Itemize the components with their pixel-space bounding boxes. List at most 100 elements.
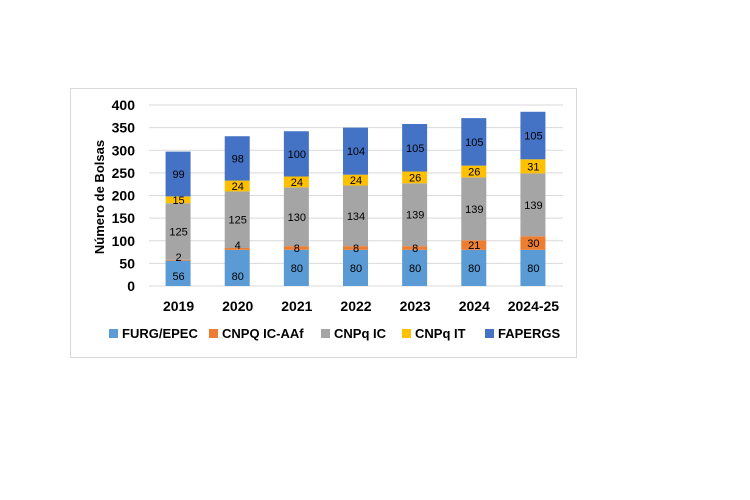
bar-segment (461, 165, 487, 178)
bar-segment (283, 249, 309, 286)
bar-segment (461, 118, 487, 166)
data-label: 21 (468, 240, 480, 252)
data-label: 80 (350, 263, 362, 275)
data-label: 80 (409, 263, 421, 275)
x-tick-label: 2020 (222, 298, 253, 314)
data-label: 24 (350, 175, 362, 187)
y-tick-label: 0 (127, 278, 135, 294)
bar-segment (520, 249, 546, 286)
bar-segment (520, 236, 546, 250)
stacked-bar-chart: 5621251599804125249880813024100808134241… (92, 97, 563, 341)
y-tick-label: 300 (112, 142, 136, 158)
data-label: 105 (406, 143, 424, 155)
legend-label: CNPq IT (415, 326, 466, 341)
bar-segment (520, 159, 546, 174)
bar-segment (165, 259, 191, 261)
bar-segment (343, 127, 368, 175)
data-label: 139 (406, 210, 424, 222)
chart-frame: 56 2 125 15 99 80 4 125 24 98 80 8 130 24 100 80 8 134 24 1… (70, 88, 577, 358)
data-label: 98 (232, 153, 244, 165)
legend-swatch (209, 329, 218, 338)
legend-item: CNPQ IC-AAf (209, 326, 304, 341)
data-label: 31 (527, 161, 539, 173)
y-tick-label: 350 (112, 120, 136, 136)
y-axis-title: Número de Bolsas (92, 140, 107, 254)
x-tick-label: 2022 (340, 298, 371, 314)
bar-segment (343, 246, 368, 250)
data-label: 80 (232, 271, 244, 283)
x-tick-label: 2024 (459, 298, 490, 314)
y-axis: 0 50 100 150 200 250 300 350 400 (112, 97, 136, 294)
bar-segment (283, 246, 309, 250)
bar-segment (224, 247, 250, 250)
bar-segment (343, 185, 368, 247)
bar-segment (165, 203, 191, 260)
bar-segment (461, 177, 487, 241)
data-label: 105 (465, 137, 483, 149)
legend-item: FURG/EPEC (109, 326, 198, 341)
x-tick-label: 2019 (163, 298, 194, 314)
data-label: 8 (412, 243, 418, 255)
y-tick-label: 100 (112, 233, 136, 249)
legend-item: CNPq IT (402, 326, 466, 341)
data-label: 139 (465, 204, 483, 216)
data-label: 125 (229, 215, 247, 227)
bar-segment (520, 111, 546, 160)
data-label: 125 (169, 226, 187, 238)
data-label: 105 (524, 131, 542, 143)
bar-segment (402, 183, 428, 247)
data-label: 130 (288, 212, 306, 224)
data-label: 4 (235, 240, 241, 252)
y-tick-label: 400 (112, 97, 136, 113)
data-label: 24 (291, 177, 303, 189)
bar-segment (224, 136, 250, 181)
bar-segment (402, 246, 428, 250)
data-label: 8 (294, 243, 300, 255)
bar-segment (343, 174, 368, 186)
legend-label: FAPERGS (498, 326, 560, 341)
bar-segment (461, 240, 487, 250)
data-label: 80 (527, 263, 539, 275)
bar-segment (520, 173, 546, 237)
x-tick-label: 2023 (400, 298, 431, 314)
data-labels: 56 2 125 15 99 80 4 125 24 98 80 8 130 24 100 80 8 134 24 1… (169, 131, 542, 283)
y-tick-label: 150 (112, 210, 136, 226)
bar-segment (283, 131, 309, 177)
x-axis: 2019 2020 2021 2022 2023 2024 2024-25 (163, 298, 559, 314)
y-tick-label: 250 (112, 165, 136, 181)
data-label: 2 (176, 252, 182, 264)
legend-item: CNPq IC (321, 326, 387, 341)
legend: FURG/EPEC CNPQ IC-AAf CNPq IC CNPq IT FAPERG… (109, 326, 560, 341)
legend-label: FURG/EPEC (122, 326, 198, 341)
x-tick-label: 2024-25 (508, 298, 560, 314)
bar-segment (343, 249, 368, 286)
y-tick-label: 200 (112, 188, 136, 204)
bar-segment (283, 176, 309, 188)
data-label: 26 (409, 172, 421, 184)
data-label: 134 (347, 211, 365, 223)
bar-segment (165, 196, 191, 204)
data-label: 80 (291, 263, 303, 275)
bar-segment (402, 124, 428, 172)
data-label: 8 (353, 243, 359, 255)
legend-item: FAPERGS (485, 326, 560, 341)
legend-label: CNPq IC (334, 326, 387, 341)
data-label: 80 (468, 263, 480, 275)
bar-segment (402, 249, 428, 286)
bar-segment (224, 249, 250, 286)
bar-segment (283, 187, 309, 247)
bar-segment (402, 171, 428, 184)
legend-swatch (485, 329, 494, 338)
data-label: 100 (288, 149, 306, 161)
data-label: 24 (232, 181, 244, 193)
data-label: 139 (524, 200, 542, 212)
legend-swatch (402, 329, 411, 338)
bar-segment (224, 191, 250, 248)
legend-swatch (321, 329, 330, 338)
data-label: 104 (347, 146, 365, 158)
bar-segment (165, 151, 191, 197)
bar-segment (461, 249, 487, 286)
data-label: 15 (172, 195, 184, 207)
bars (165, 111, 546, 286)
legend-swatch (109, 329, 118, 338)
